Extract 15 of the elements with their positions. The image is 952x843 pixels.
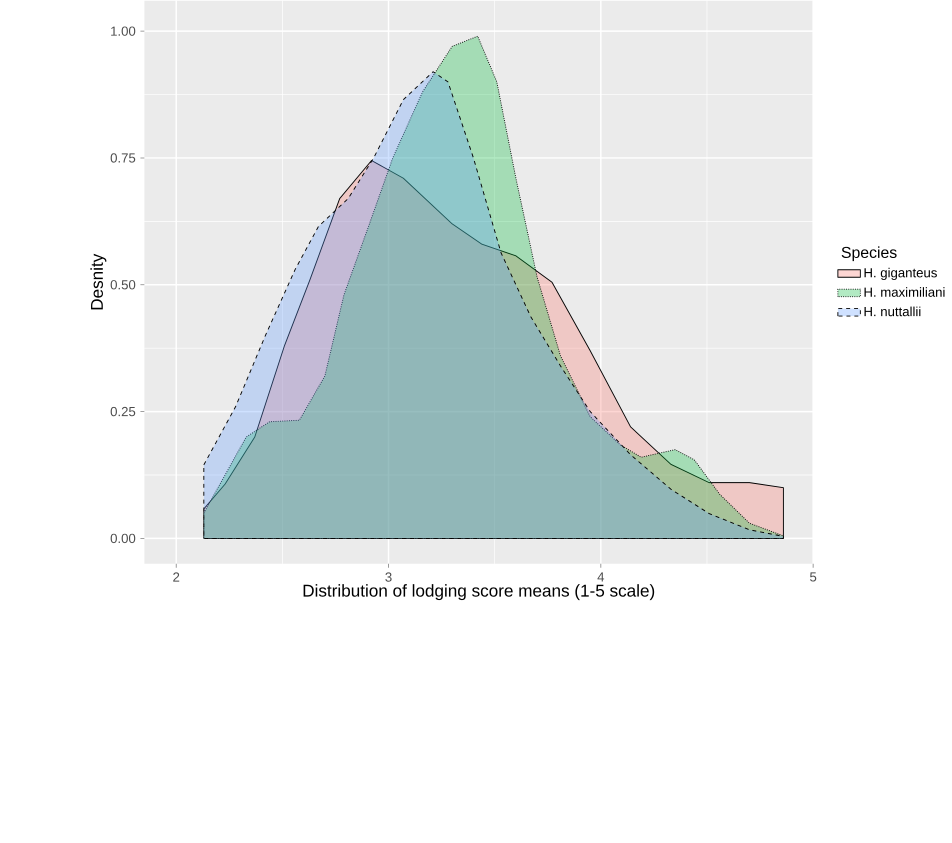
x-tick-label: 4 <box>597 572 604 582</box>
y-axis-title: Desnity <box>90 254 106 310</box>
legend-label: H. giganteus <box>864 268 937 280</box>
y-tick-label: 0.25 <box>110 407 136 416</box>
legend-title: Species <box>842 246 897 262</box>
y-tick-label: 1.00 <box>111 26 136 36</box>
x-axis-title: Distribution of lodging score means (1-5 scale) <box>304 584 654 600</box>
legend-label: H. nuttallii <box>864 306 920 316</box>
y-tick-label: 0.75 <box>110 153 136 163</box>
x-tick-label: 5 <box>810 572 816 582</box>
legend-label: H. maximiliani <box>864 287 945 297</box>
y-tick-label: 0.50 <box>110 280 136 290</box>
y-tick-label: 0.00 <box>110 534 136 544</box>
x-tick-label: 2 <box>173 572 180 582</box>
x-tick-label: 3 <box>385 572 392 582</box>
